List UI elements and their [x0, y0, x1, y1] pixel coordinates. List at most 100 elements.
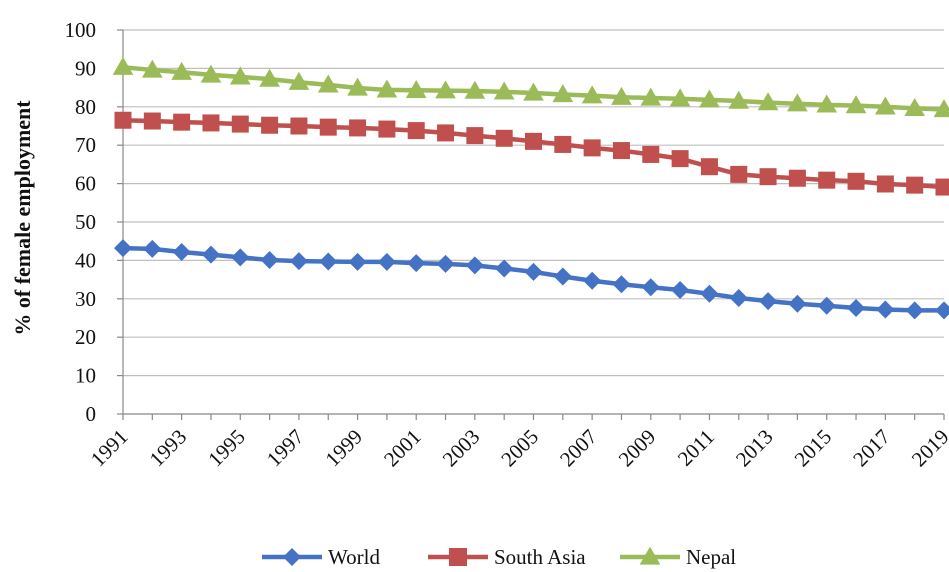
legend: World South Asia Nepal [262, 545, 736, 569]
data-point [935, 178, 949, 196]
x-tick-label: 1997 [262, 425, 309, 472]
data-point [818, 171, 836, 189]
data-point [906, 176, 924, 194]
x-tick-label: 2007 [555, 425, 602, 472]
data-point [583, 139, 601, 157]
legend-label: South Asia [494, 545, 586, 569]
data-point [700, 284, 719, 303]
data-point [640, 87, 662, 106]
data-point [495, 259, 514, 278]
data-point [112, 56, 134, 75]
data-point [349, 119, 367, 137]
data-point [143, 112, 161, 130]
data-point [319, 118, 337, 136]
axes [117, 29, 945, 420]
data-point [435, 80, 456, 99]
data-point [759, 292, 778, 311]
y-tick-label: 100 [65, 18, 97, 42]
data-point [639, 546, 661, 565]
y-tick-label: 20 [75, 325, 96, 349]
data-point [231, 248, 250, 267]
data-point [612, 275, 631, 294]
data-point [405, 79, 427, 98]
data-point [583, 271, 602, 290]
data-point [581, 85, 603, 104]
series-south-asia [114, 111, 949, 196]
data-point [288, 71, 310, 90]
y-tick-label: 60 [75, 172, 96, 196]
data-point [700, 158, 718, 176]
data-point [437, 124, 455, 142]
legend-label: World [328, 545, 380, 569]
x-tick-label: 2019 [907, 425, 949, 472]
data-point [847, 172, 865, 190]
x-tick-label: 1999 [320, 425, 367, 472]
data-point [172, 242, 191, 261]
data-point [143, 239, 162, 258]
x-tick-label: 2005 [496, 425, 543, 472]
data-point [290, 117, 308, 135]
data-point [757, 92, 779, 111]
data-point [114, 111, 132, 129]
series-group [112, 56, 949, 320]
data-point [229, 66, 251, 85]
data-point [377, 252, 396, 271]
data-point [283, 548, 301, 566]
series-nepal [112, 56, 949, 118]
y-tick-label: 80 [75, 95, 96, 119]
y-tick-label: 0 [86, 402, 97, 426]
data-point [523, 82, 544, 101]
data-point [317, 74, 339, 93]
data-point [202, 114, 220, 132]
data-point [671, 280, 690, 299]
data-point [376, 79, 398, 98]
series-world [114, 239, 949, 320]
data-point [554, 135, 572, 153]
data-point [465, 256, 484, 275]
data-point [407, 254, 426, 273]
data-point [730, 165, 748, 183]
data-point [612, 142, 630, 160]
data-point [200, 64, 222, 83]
data-point [525, 132, 542, 150]
data-point [641, 278, 660, 297]
data-point [524, 262, 543, 281]
data-point [847, 299, 866, 318]
data-point [845, 95, 867, 114]
data-point [259, 68, 280, 87]
legend-item: World [262, 545, 380, 569]
data-point [642, 145, 660, 163]
y-tick-label: 10 [75, 364, 96, 388]
y-tick-label: 30 [75, 287, 96, 311]
data-point [935, 301, 949, 320]
data-point [759, 168, 777, 186]
legend-label: Nepal [686, 545, 736, 569]
data-point [553, 267, 572, 286]
data-point [347, 77, 368, 96]
x-tick-label: 2015 [790, 425, 837, 472]
data-point [260, 251, 279, 270]
data-point [261, 116, 279, 134]
data-point [788, 294, 807, 313]
data-point [407, 122, 425, 140]
data-point [231, 115, 249, 133]
x-tick-label: 2013 [731, 425, 778, 472]
data-point [464, 80, 486, 99]
data-point [495, 129, 513, 147]
data-point [816, 94, 838, 113]
data-point [114, 239, 132, 258]
data-point [436, 254, 455, 273]
data-point [201, 245, 220, 264]
data-point [875, 96, 896, 115]
x-tick-label: 2011 [673, 425, 719, 471]
data-point [171, 61, 192, 80]
data-point [817, 296, 836, 315]
legend-item: South Asia [428, 545, 586, 569]
legend-item: Nepal [620, 545, 736, 569]
data-point [289, 252, 308, 271]
x-tick-label: 1991 [86, 425, 133, 472]
data-point [493, 81, 515, 100]
y-tick-label: 90 [75, 56, 96, 80]
data-point [466, 127, 484, 145]
data-point [933, 99, 949, 118]
